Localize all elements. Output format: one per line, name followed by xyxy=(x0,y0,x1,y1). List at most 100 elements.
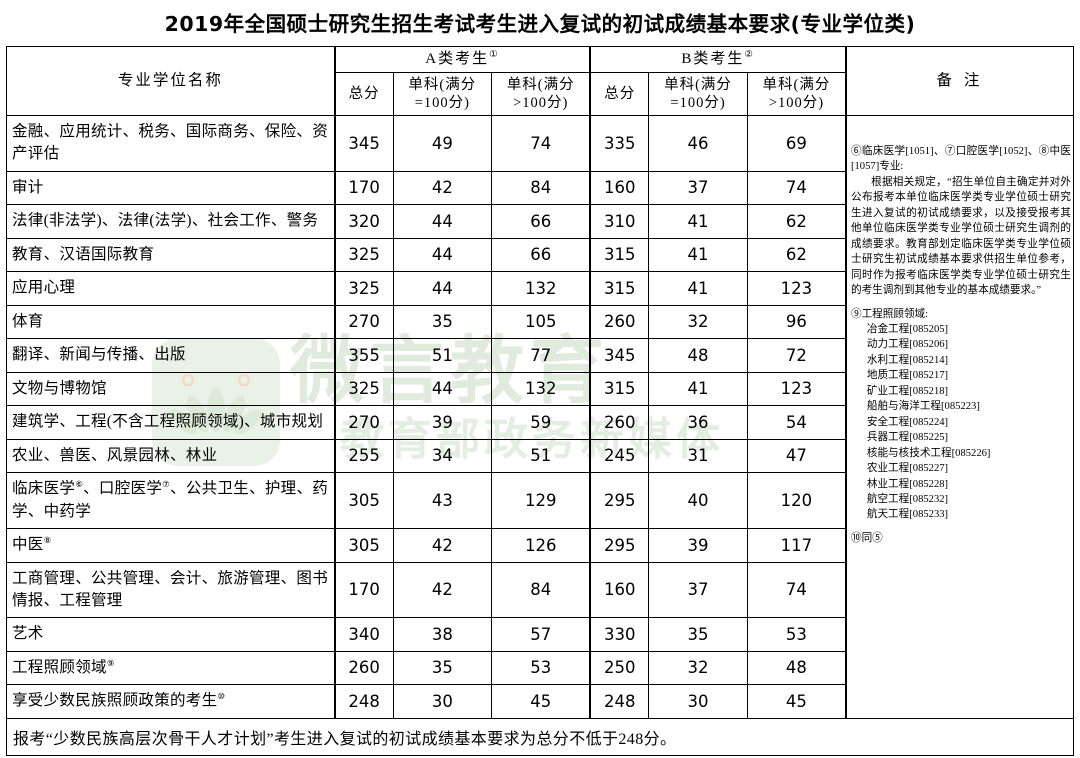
remark-engineering-item: 农业工程[085227] xyxy=(866,463,949,475)
cell-b-total: 330 xyxy=(589,617,650,652)
cell-a-single-gt: 66 xyxy=(491,237,591,273)
cell-b-single-gt: 62 xyxy=(746,237,847,273)
cell-b-single-eq: 39 xyxy=(648,527,748,563)
cell-b-single-gt: 74 xyxy=(746,561,847,619)
cell-a-single-eq: 49 xyxy=(392,115,493,172)
cell-major-name: 翻译、新闻与传播、出版 xyxy=(5,338,336,373)
cell-major-name: 工商管理、公共管理、会计、旅游管理、图书情报、工程管理 xyxy=(5,561,336,619)
cell-remarks: ⑥临床医学[1051]、⑦口腔医学[1052]、⑧中医[1057]专业: 根据相关… xyxy=(844,115,1074,719)
cell-b-single-gt: 96 xyxy=(746,304,847,340)
header-a-single-gt-l1: 单科(满分 xyxy=(506,76,575,93)
cell-a-single-eq: 44 xyxy=(392,237,493,273)
cell-a-single-gt: 84 xyxy=(491,561,591,619)
header-group-b-label: B类考生 xyxy=(681,51,745,67)
cell-b-single-eq: 46 xyxy=(648,115,748,172)
cell-b-single-eq: 32 xyxy=(648,650,748,686)
cell-b-single-gt: 123 xyxy=(746,271,847,306)
cell-a-single-eq: 39 xyxy=(392,405,493,440)
cell-a-total: 305 xyxy=(333,527,394,563)
cell-b-single-eq: 30 xyxy=(648,684,748,719)
header-b-single-gt-l1: 单科(满分 xyxy=(762,76,831,93)
remark-engineering-item: 林业工程[085228] xyxy=(866,478,949,490)
header-a-single-eq-l1: 单科(满分 xyxy=(408,76,477,93)
table-row: 中医⑧ 305 42 126 295 39 117 xyxy=(5,527,1074,563)
header-b-total: 总分 xyxy=(589,71,650,117)
header-a-single-gt-l2: >100分) xyxy=(513,94,569,111)
header-b-single-eq-l2: =100分) xyxy=(670,94,726,111)
cell-a-total: 340 xyxy=(333,617,394,652)
cell-a-total: 270 xyxy=(333,304,394,340)
remark-engineering-item: 兵器工程[085225] xyxy=(866,432,949,444)
cell-b-single-eq: 40 xyxy=(648,472,748,529)
cell-a-single-eq: 34 xyxy=(392,438,493,474)
cell-a-single-eq: 44 xyxy=(392,271,493,306)
cell-b-single-gt: 123 xyxy=(746,371,847,407)
cell-b-total: 295 xyxy=(589,472,650,529)
header-group-b-footnote: ② xyxy=(744,50,755,60)
cell-b-single-gt: 69 xyxy=(746,115,847,172)
header-a-total: 总分 xyxy=(333,71,394,117)
cell-b-single-eq: 41 xyxy=(648,371,748,407)
cell-a-total: 248 xyxy=(333,684,394,719)
table-body: 金融、应用统计、税务、国际商务、保险、资产评估 345 49 74 335 46 69 ⑥临床… xyxy=(5,115,1074,756)
cell-b-total: 245 xyxy=(589,438,650,474)
remark-engineering-item: 航空工程[085232] xyxy=(866,493,949,505)
cell-major-name: 教育、汉语国际教育 xyxy=(5,237,336,273)
cell-b-single-gt: 72 xyxy=(746,338,847,373)
cell-b-single-gt: 117 xyxy=(746,527,847,563)
cell-b-total: 335 xyxy=(589,115,650,172)
header-b-single-eq-l1: 单科(满分 xyxy=(664,76,732,93)
score-requirements-table: 专业学位名称 A类考生① B类考生② 备 注 总分 单科(满分 =100分) 单科… xyxy=(5,46,1074,756)
cell-b-total: 345 xyxy=(589,338,650,373)
cell-a-total: 355 xyxy=(333,338,394,373)
cell-a-total: 170 xyxy=(333,170,394,206)
cell-a-single-eq: 42 xyxy=(392,527,493,563)
header-group-a-label: A类考生 xyxy=(425,51,490,67)
cell-b-single-eq: 41 xyxy=(648,271,748,306)
cell-a-total: 260 xyxy=(333,650,394,686)
cell-a-total: 255 xyxy=(333,438,394,474)
cell-a-single-eq: 43 xyxy=(392,472,493,529)
cell-b-single-eq: 48 xyxy=(648,338,748,373)
cell-a-single-gt: 77 xyxy=(491,338,591,373)
header-a-single-eq: 单科(满分 =100分) xyxy=(392,71,493,117)
header-b-single-gt-l2: >100分) xyxy=(768,94,825,111)
cell-a-single-eq: 44 xyxy=(392,371,493,407)
cell-major-name: 艺术 xyxy=(5,617,336,652)
cell-major-name: 文物与博物馆 xyxy=(5,371,336,407)
cell-b-total: 160 xyxy=(589,561,650,619)
remark-engineering-item: 核能与核技术工程[085226] xyxy=(866,447,991,459)
remark-engineering-head: ⑨工程照顾领域: xyxy=(850,308,929,320)
header-group-a: A类考生① xyxy=(333,46,591,73)
cell-b-single-eq: 41 xyxy=(648,237,748,273)
cell-major-name: 应用心理 xyxy=(5,271,336,306)
table-row: 享受少数民族照顾政策的考生⑩ 248 30 45 248 30 45 xyxy=(5,684,1074,719)
cell-major-name: 体育 xyxy=(5,304,336,340)
footnote-marker: ⑦ xyxy=(162,479,171,490)
footer-note: 报考“少数民族高层次骨干人才计划”考生进入复试的初试成绩基本要求为总分不低于24… xyxy=(6,717,1074,756)
footnote-marker: ⑩ xyxy=(217,691,226,702)
cell-a-single-gt: 129 xyxy=(491,472,591,529)
cell-b-total: 248 xyxy=(589,684,650,719)
table-row: 临床医学⑥、口腔医学⑦、公共卫生、护理、药学、中药学 305 43 129 295 40 1… xyxy=(5,472,1074,529)
remark-engineering-item: 矿业工程[085218] xyxy=(866,385,949,397)
table-row: 金融、应用统计、税务、国际商务、保险、资产评估 345 49 74 335 46 69 ⑥临床… xyxy=(5,115,1074,719)
table-row: 工商管理、公共管理、会计、旅游管理、图书情报、工程管理 170 42 84 160 37 7… xyxy=(5,561,1074,619)
table-row: 体育 270 35 105 260 32 96 xyxy=(5,304,1074,340)
table-row: 翻译、新闻与传播、出版 355 51 77 345 48 72 xyxy=(5,338,1074,373)
cell-major-name: 农业、兽医、风景园林、林业 xyxy=(5,438,336,474)
cell-b-single-gt: 47 xyxy=(746,438,847,474)
remark-last-note: ⑩同⑤ xyxy=(850,532,883,544)
cell-b-total: 250 xyxy=(589,650,650,686)
cell-b-total: 160 xyxy=(589,170,650,206)
cell-a-single-gt: 132 xyxy=(491,371,591,407)
cell-b-single-gt: 53 xyxy=(746,617,847,652)
cell-b-total: 315 xyxy=(589,237,650,273)
cell-major-name: 法律(非法学)、法律(法学)、社会工作、警务 xyxy=(5,204,336,239)
cell-major-name: 工程照顾领域⑨ xyxy=(5,650,336,686)
table-header: 专业学位名称 A类考生① B类考生② 备 注 总分 单科(满分 =100分) 单科… xyxy=(5,46,1074,117)
header-group-b: B类考生② xyxy=(589,46,847,73)
remark-medical-body: 根据相关规定，“招生单位自主确定并对外公布报考本单位临床医学类专业学位硕士研究生… xyxy=(850,176,1071,297)
cell-b-total: 310 xyxy=(589,204,650,239)
remark-engineering-item: 船舶与海洋工程[085223] xyxy=(866,401,980,413)
